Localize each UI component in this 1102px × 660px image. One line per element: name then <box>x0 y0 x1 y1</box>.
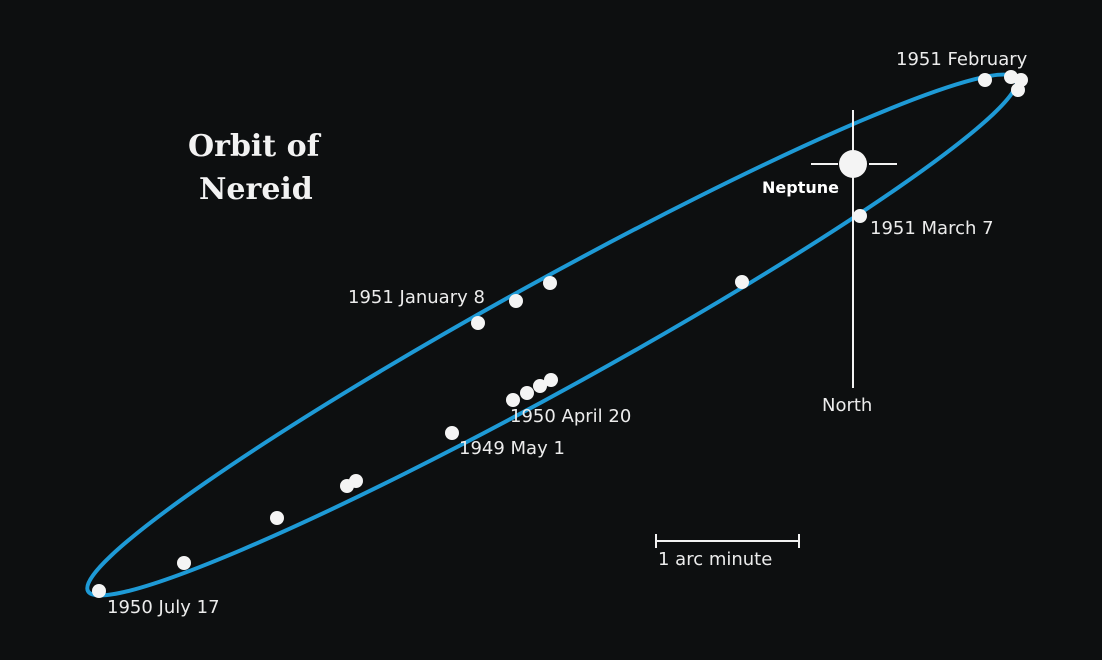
observation-point <box>506 393 520 407</box>
observation-point <box>978 73 992 87</box>
observation-point <box>533 379 547 393</box>
observation-point <box>735 275 749 289</box>
label-1951-february: 1951 February <box>896 49 1028 70</box>
observation-point <box>471 316 485 330</box>
observation-points <box>92 70 1028 598</box>
neptune-planet <box>839 150 867 178</box>
observation-point <box>177 556 191 570</box>
title-line-2: Nereid <box>199 172 313 207</box>
observation-point <box>270 511 284 525</box>
scale-bar-label: 1 arc minute <box>658 549 772 570</box>
observation-point <box>92 584 106 598</box>
label-1949-may: 1949 May 1 <box>459 438 565 459</box>
neptune-label: Neptune <box>762 178 839 197</box>
observation-point <box>445 426 459 440</box>
observation-point <box>543 276 557 290</box>
label-1951-january: 1951 January 8 <box>348 287 485 308</box>
label-1950-july: 1950 July 17 <box>107 597 220 618</box>
observation-point <box>544 373 558 387</box>
scale-bar <box>655 534 800 548</box>
observation-point <box>340 479 354 493</box>
label-1950-april: 1950 April 20 <box>510 406 631 427</box>
label-1951-march: 1951 March 7 <box>870 218 994 239</box>
title-line-1: Orbit of <box>188 129 322 164</box>
observation-point <box>1011 83 1025 97</box>
neptune-marker <box>811 150 897 178</box>
observation-point <box>853 209 867 223</box>
observation-point <box>509 294 523 308</box>
observation-point <box>520 386 534 400</box>
north-label: North <box>822 395 872 416</box>
